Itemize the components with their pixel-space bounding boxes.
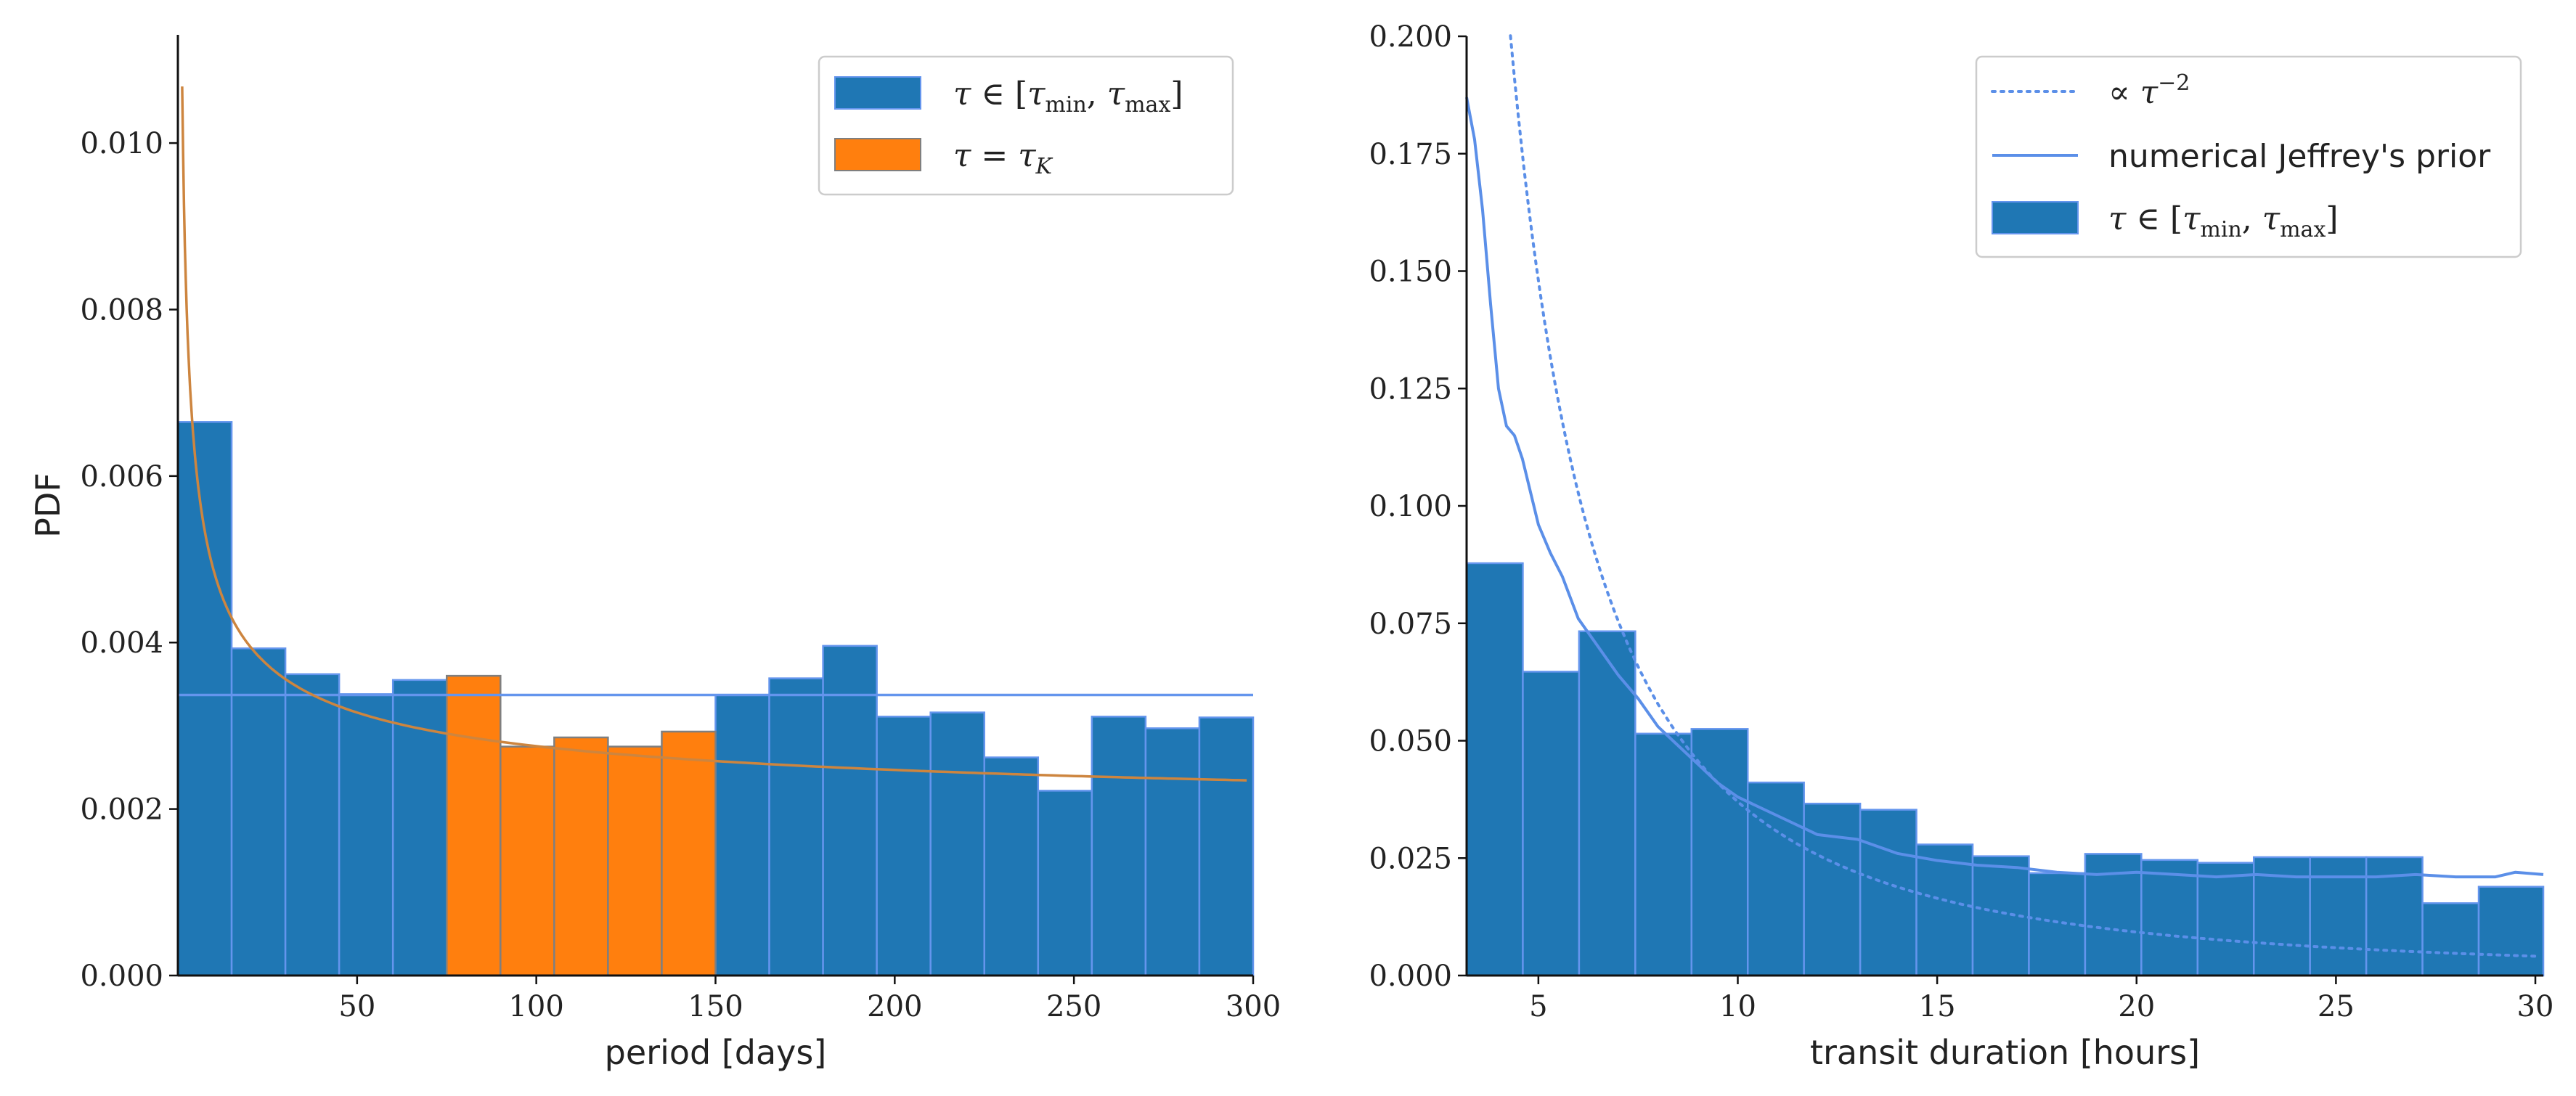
legend-swatch-tau-k <box>834 138 921 171</box>
left-bar-tau-range <box>768 677 824 977</box>
right-ytick-label: 0.000 <box>1369 960 1452 993</box>
left-bar-tau-range <box>1037 790 1093 977</box>
left-bar-tau-range <box>284 673 341 977</box>
right-ytick-label: 0.125 <box>1369 372 1452 406</box>
left-ytick-label: 0.006 <box>80 460 163 494</box>
left-bar-tau-range <box>983 756 1040 977</box>
left-bar-tau-range <box>176 421 233 977</box>
left-bar-tau-k <box>553 736 609 977</box>
right-bar-tau-range <box>1746 781 1805 977</box>
right-bar-tau-range <box>2140 859 2199 977</box>
right-bar-tau-range <box>2309 856 2368 977</box>
left-bar-tau-range <box>1198 716 1255 977</box>
left-chart: 50 100 150 200 250 300 0.000 0.002 0.004 0.006 0.0… <box>28 35 1281 1072</box>
right-power-law-curve <box>1509 34 2539 958</box>
right-bar-tau-range <box>2477 886 2545 977</box>
right-xtick-label: 10 <box>1719 990 1756 1023</box>
legend-label-tau-range-right: τ ∈ [τmin, τmax] <box>2108 200 2339 242</box>
left-y-axis-label: PDF <box>28 473 68 538</box>
left-bar-tau-range <box>1144 727 1201 977</box>
left-xtick-label: 200 <box>867 990 922 1023</box>
legend-swatch-tau-range-right <box>1992 201 2079 234</box>
right-legend-frame <box>1975 55 2522 258</box>
left-bar-tau-range <box>929 711 985 977</box>
left-bar-tau-range <box>714 694 770 977</box>
left-ytick-label: 0.010 <box>80 127 163 160</box>
legend-swatch-tau-range <box>834 76 921 110</box>
left-bar-tau-k <box>500 745 555 977</box>
right-bar-tau-range <box>1803 802 1862 977</box>
left-bar-tau-k <box>661 730 717 977</box>
left-xtick-label: 100 <box>508 990 563 1023</box>
right-ytick-label: 0.025 <box>1369 842 1452 875</box>
right-chart: 5 10 15 20 25 30 0.000 0.025 0.050 0.075 0.100 0.12… <box>1369 20 2553 1072</box>
right-x-axis-label: transit duration [hours] <box>1810 1033 2200 1072</box>
right-bar-tau-range <box>2028 872 2087 977</box>
right-ytick-label: 0.100 <box>1369 490 1452 523</box>
right-xtick-label: 30 <box>2517 990 2554 1023</box>
right-ytick-label: 0.175 <box>1369 138 1452 171</box>
right-bar-tau-range <box>2196 862 2255 977</box>
left-bar-tau-range <box>876 716 932 977</box>
left-ytick-label: 0.004 <box>80 626 163 660</box>
left-xtick-label: 150 <box>688 990 743 1023</box>
right-bar-tau-range <box>1578 630 1637 977</box>
left-bar-tau-range <box>822 645 878 977</box>
left-bar-tau-range <box>1091 716 1147 977</box>
right-bar-tau-range <box>1859 809 1917 977</box>
left-legend: τ ∈ [τmin, τmax] τ = τK <box>818 55 1234 196</box>
left-ytick-label: 0.002 <box>80 793 163 827</box>
right-xtick-label: 25 <box>2318 990 2355 1023</box>
left-fit-curve <box>181 86 1247 782</box>
right-legend: ∝ τ−2 numerical Jeffrey's prior τ ∈ [τmin,… <box>1975 55 2522 258</box>
left-ytick-label: 0.000 <box>80 960 163 993</box>
left-xtick-label: 50 <box>338 990 375 1023</box>
left-xtick-label: 250 <box>1046 990 1101 1023</box>
right-bar-tau-range <box>1465 562 1524 977</box>
right-ytick-label: 0.200 <box>1369 20 1452 54</box>
right-ytick-label: 0.050 <box>1369 725 1452 758</box>
right-jeffrey-curve <box>1465 97 2544 879</box>
left-bar-tau-range <box>230 647 287 977</box>
right-ytick-label: 0.075 <box>1369 608 1452 641</box>
right-xtick-label: 5 <box>1529 990 1547 1023</box>
legend-label-tau-range: τ ∈ [τmin, τmax] <box>953 75 1183 118</box>
legend-label-jeffrey: numerical Jeffrey's prior <box>2108 138 2491 175</box>
left-bar-tau-k <box>607 745 663 977</box>
left-xtick-label: 300 <box>1226 990 1281 1023</box>
right-bar-tau-range <box>2421 902 2480 977</box>
left-bar-tau-range <box>338 693 394 977</box>
left-legend-frame <box>818 55 1234 196</box>
left-x-axis-label: period [days] <box>605 1033 827 1072</box>
legend-label-power-law: ∝ τ−2 <box>2108 70 2190 111</box>
left-ytick-label: 0.008 <box>80 293 163 327</box>
left-bar-tau-k <box>446 674 502 977</box>
right-xtick-label: 15 <box>1919 990 1956 1023</box>
legend-label-tau-k: τ = τK <box>953 137 1053 179</box>
right-bar-tau-range <box>1690 728 1749 977</box>
right-bar-tau-range <box>1522 671 1581 977</box>
right-ytick-label: 0.150 <box>1369 255 1452 289</box>
right-xtick-label: 20 <box>2118 990 2155 1023</box>
right-bar-tau-range <box>1634 732 1693 977</box>
